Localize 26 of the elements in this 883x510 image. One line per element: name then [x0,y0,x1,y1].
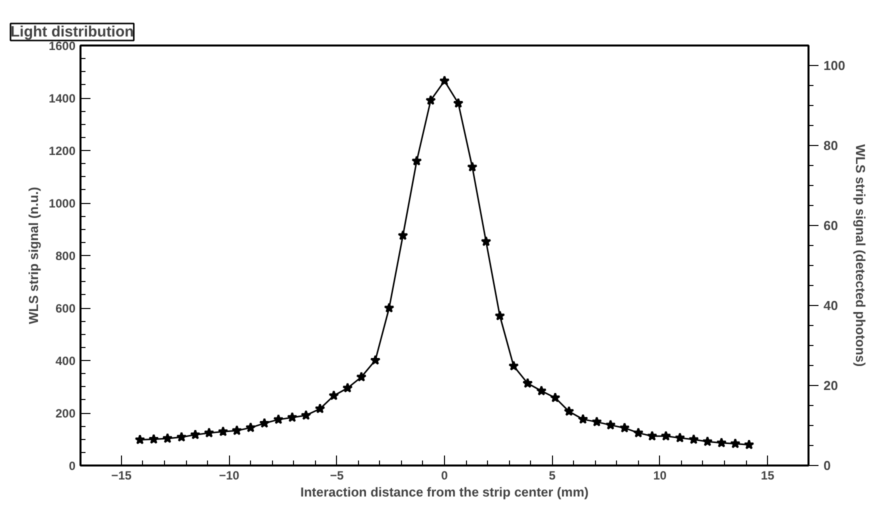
y-tick-label: 400 [55,354,76,368]
y2-tick-label: 100 [824,58,846,73]
y-tick-label: 800 [55,249,76,263]
chart-title: Light distribution [10,24,134,40]
y-tick-label: 200 [55,406,76,420]
y2-tick-label: 60 [824,218,838,233]
x-tick-label: 5 [548,468,556,482]
x-tick-label: 10 [653,468,667,482]
x-tick-label: −5 [330,468,344,482]
x-tick-label: 15 [760,468,775,482]
x-axis-title: Interaction distance from the strip center (mm) [300,484,589,500]
y-tick-label: 1400 [48,92,76,106]
x-tick-label: −10 [218,468,240,482]
y-tick-label: 1600 [48,39,76,53]
y-tick-label: 1200 [48,144,76,158]
y-tick-label: 1000 [48,196,76,210]
x-tick-label: −15 [111,468,132,482]
y2-axis-title: WLS strip signal (detected photons) [853,144,868,367]
y2-tick-label: 40 [824,298,838,313]
y2-tick-label: 80 [824,138,838,153]
y2-tick-label: 0 [824,458,831,473]
y-tick-label: 600 [55,302,76,316]
x-tick-label: 0 [441,468,448,482]
y2-tick-label: 20 [824,378,838,393]
y-axis-title: WLS strip signal (n.u.) [26,186,41,324]
y-tick-label: 0 [68,459,76,473]
